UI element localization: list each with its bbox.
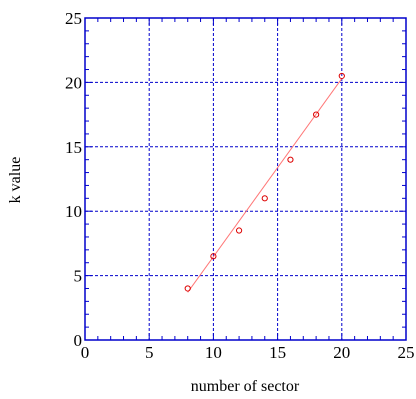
x-tick-label: 15 [269,343,286,362]
x-tick-label: 25 [398,343,415,362]
data-point [184,285,191,292]
y-axis-label: k value [7,157,24,204]
x-tick-label: 20 [333,343,350,362]
plot-frame [84,17,407,341]
data-point [210,253,217,260]
x-tick-label: 10 [205,343,222,362]
data-point [235,227,243,234]
data-point [338,72,345,80]
grid [85,18,406,340]
plot-border [84,17,407,341]
y-tick-label: 25 [65,9,82,28]
data-point [287,156,294,163]
y-tick-label: 20 [65,73,82,92]
tick-marks [84,17,407,341]
fit-line [187,78,343,293]
y-tick-label: 0 [74,331,83,350]
tick-labels: 0 5 10 15 20 25 0 5 10 15 20 25 [65,9,415,362]
y-tick-label: 15 [65,138,82,157]
y-tick-label: 10 [65,202,82,221]
y-tick-label: 5 [74,267,83,286]
data-points [184,72,345,292]
x-axis-label: number of sector [191,378,300,395]
fit-line-layer [187,78,343,293]
data-point [261,195,268,202]
x-tick-label: 5 [145,343,154,362]
data-point [313,111,320,118]
x-tick-label: 0 [81,343,90,362]
